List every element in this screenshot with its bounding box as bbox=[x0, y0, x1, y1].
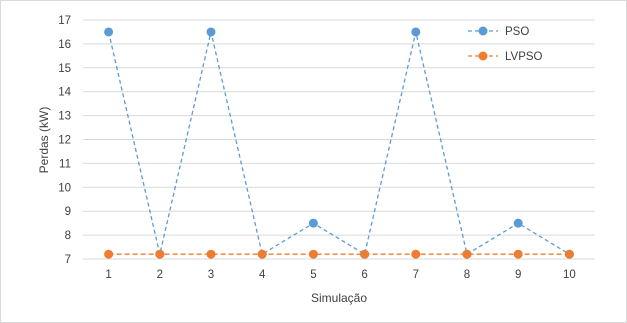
series-line-pso bbox=[107, 31, 570, 256]
data-point-lvpso bbox=[155, 249, 165, 259]
series-pso bbox=[104, 27, 574, 259]
data-point-pso bbox=[308, 218, 318, 228]
y-tick-label: 7 bbox=[65, 254, 71, 266]
data-point-pso bbox=[513, 218, 523, 228]
data-point-lvpso bbox=[257, 249, 267, 259]
x-tick-label: 5 bbox=[310, 269, 316, 281]
y-tick-label: 16 bbox=[58, 39, 71, 51]
legend-label: PSO bbox=[505, 26, 529, 38]
legend-label: LVPSO bbox=[505, 51, 543, 63]
x-tick-label: 8 bbox=[464, 269, 470, 281]
y-tick-label: 8 bbox=[65, 230, 71, 242]
y-tick-label: 14 bbox=[58, 87, 71, 99]
x-tick-label: 7 bbox=[413, 269, 419, 281]
legend-marker bbox=[478, 26, 488, 36]
x-tick-label: 4 bbox=[259, 269, 266, 281]
x-tick-label: 2 bbox=[157, 269, 163, 281]
legend-marker bbox=[478, 51, 488, 61]
y-tick-label: 15 bbox=[58, 63, 71, 75]
legend-item-lvpso: LVPSO bbox=[468, 51, 543, 63]
y-tick-label: 9 bbox=[65, 206, 71, 218]
x-tick-label: 9 bbox=[515, 269, 521, 281]
y-tick-label: 10 bbox=[58, 182, 71, 194]
y-tick-label: 13 bbox=[58, 111, 71, 123]
data-point-pso bbox=[411, 27, 421, 37]
y-axis-title: Perdas (kW) bbox=[37, 107, 51, 174]
x-tick-label: 6 bbox=[361, 269, 367, 281]
y-tick-label: 11 bbox=[59, 158, 71, 170]
y-tick-label: 12 bbox=[58, 135, 71, 147]
series-group bbox=[104, 27, 574, 259]
data-point-lvpso bbox=[411, 249, 421, 259]
gridlines bbox=[83, 19, 595, 260]
data-point-pso bbox=[206, 27, 216, 37]
data-point-lvpso bbox=[462, 249, 472, 259]
x-axis-tick-labels: 1 2 3 4 5 6 7 8 9 10 bbox=[105, 269, 575, 281]
x-tick-label: 3 bbox=[208, 269, 214, 281]
x-axis-title: Simulação bbox=[311, 291, 367, 305]
x-tick-label: 1 bbox=[105, 269, 111, 281]
x-tick-label: 10 bbox=[563, 269, 576, 281]
data-point-lvpso bbox=[360, 249, 370, 259]
data-point-lvpso bbox=[513, 249, 523, 259]
data-point-pso bbox=[104, 27, 114, 37]
data-point-lvpso bbox=[564, 249, 574, 259]
data-point-lvpso bbox=[104, 249, 114, 259]
y-axis-tick-labels: 7 8 9 10 11 12 13 14 15 16 17 bbox=[58, 15, 71, 266]
series-lvpso bbox=[104, 249, 574, 259]
data-point-lvpso bbox=[206, 249, 216, 259]
y-tick-label: 17 bbox=[58, 15, 71, 27]
legend: PSO LVPSO bbox=[468, 26, 543, 63]
legend-item-pso: PSO bbox=[468, 26, 529, 38]
data-point-lvpso bbox=[308, 249, 318, 259]
